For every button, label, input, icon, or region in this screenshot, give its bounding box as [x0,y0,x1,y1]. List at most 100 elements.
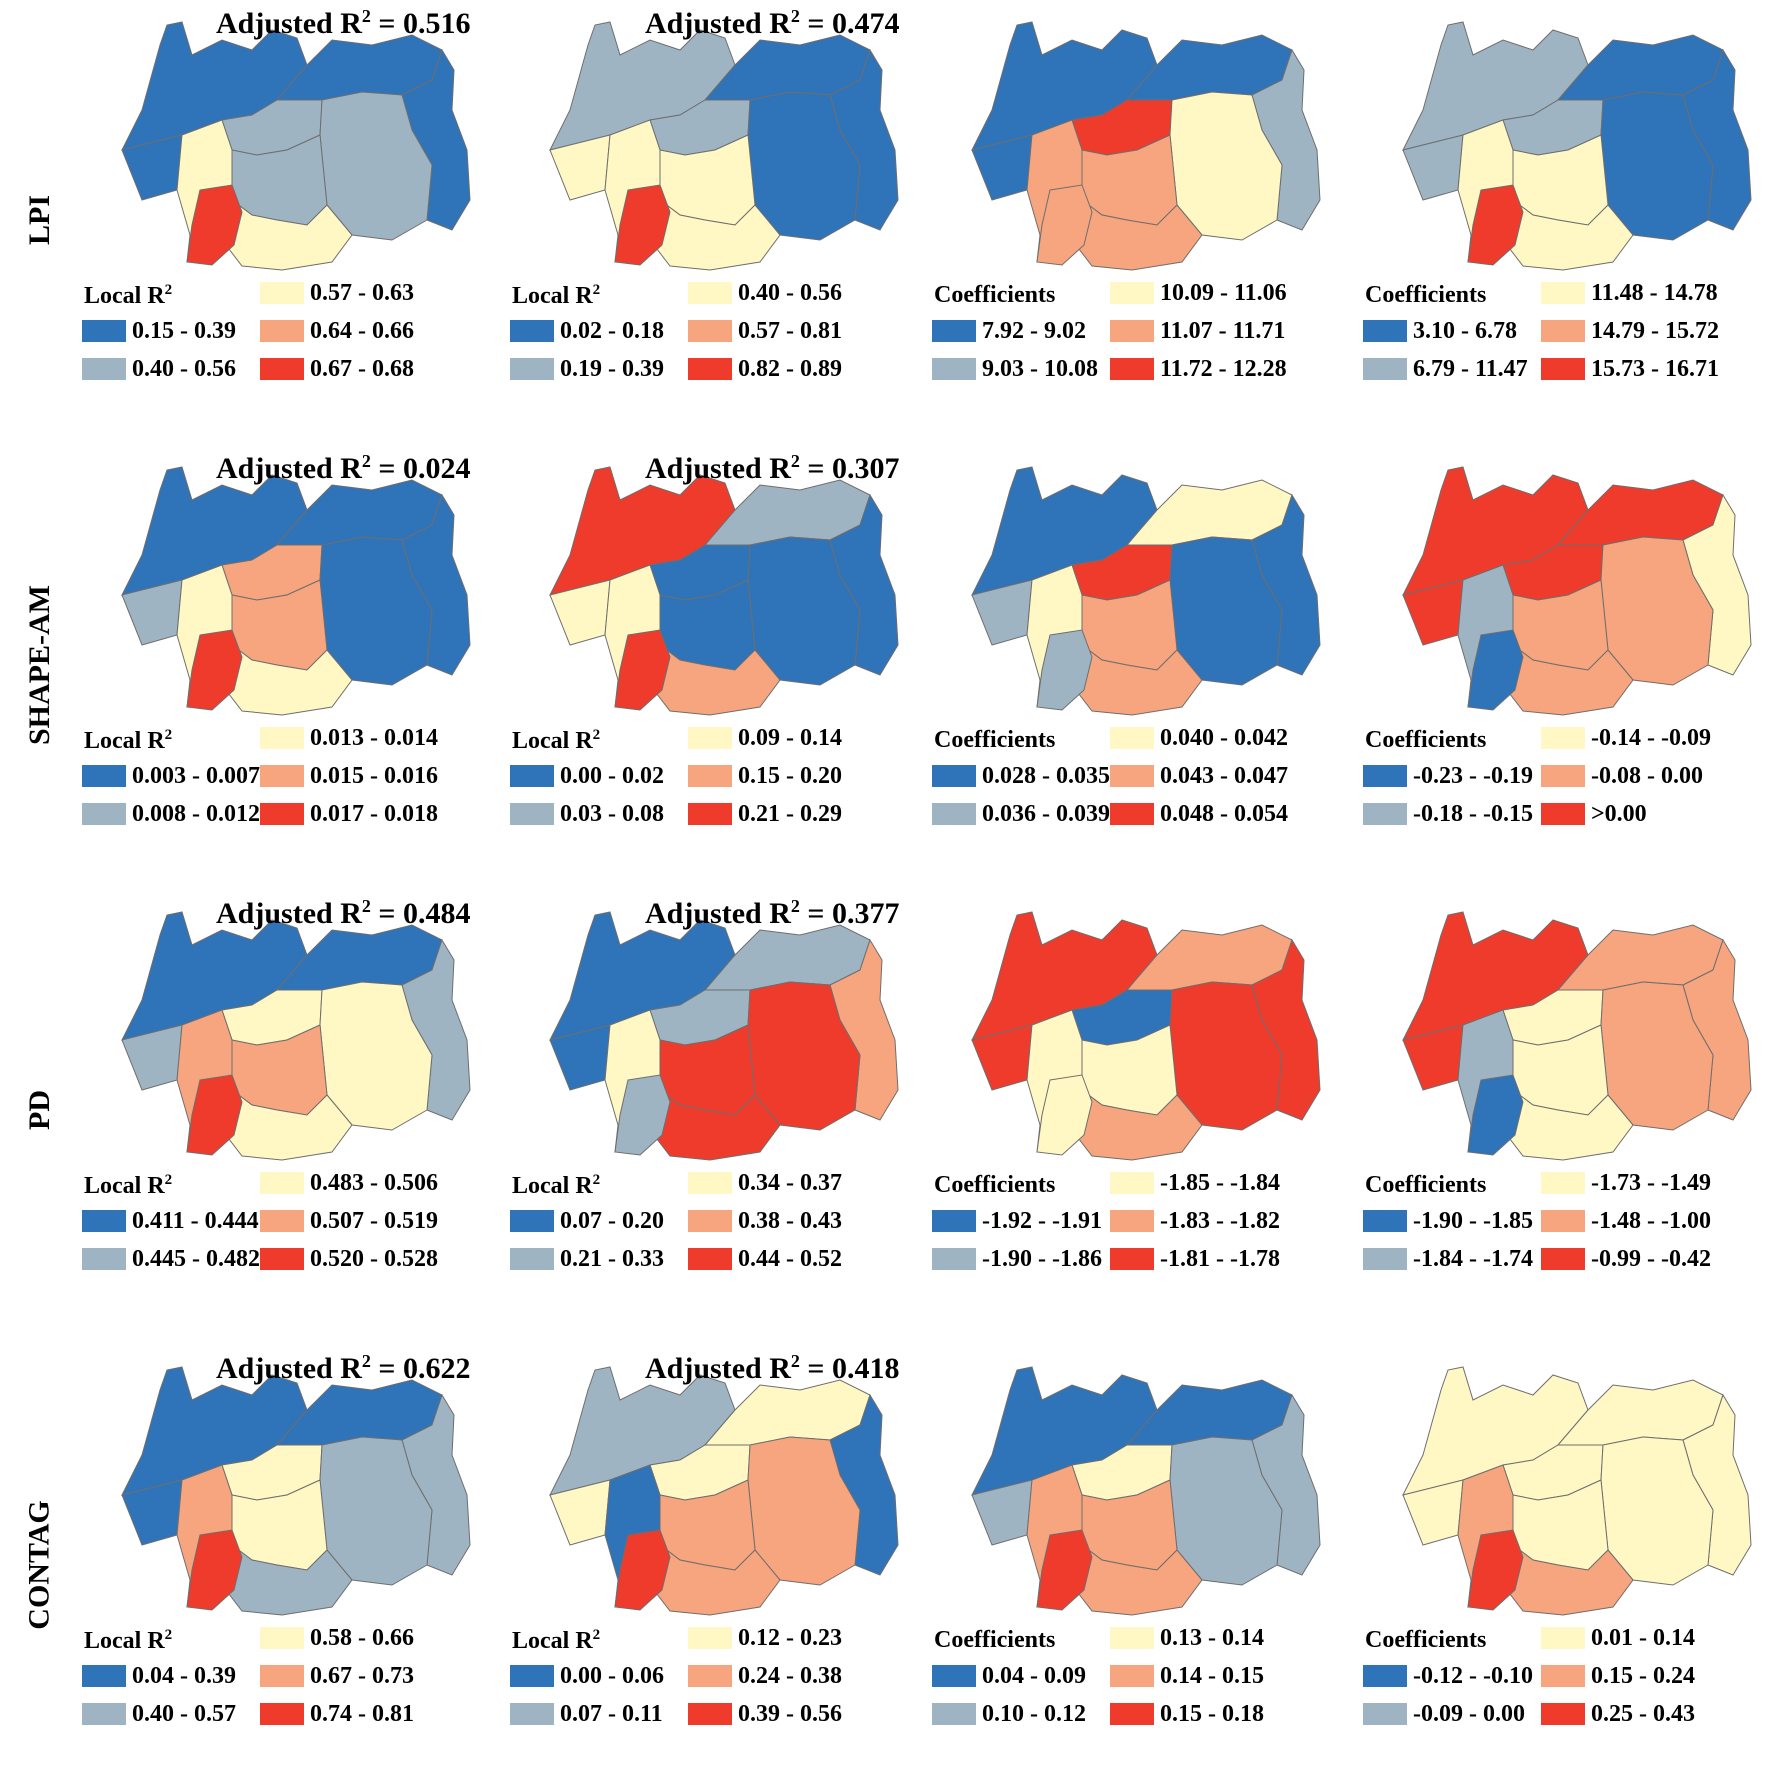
choropleth-map [971,1366,1321,1616]
legend-swatch [1363,803,1407,825]
legend-swatch [260,320,304,342]
row-label: PD [23,1090,56,1130]
legend-item: 11.48 - 14.78 [1541,278,1718,308]
legend-item: 0.036 - 0.039 [932,799,1110,829]
legend-swatch [688,803,732,825]
map-region-s [1071,1544,1203,1616]
legend-swatch [1541,1627,1585,1649]
legend-swatch [510,358,554,380]
map-legend: Local R2 0.00 - 0.06 0.07 - 0.11 0.12 - 0.2… [510,1625,940,1757]
legend-swatch [1363,1210,1407,1232]
map-region-core [186,629,243,711]
map-region-far [401,1393,471,1576]
legend-item: 0.13 - 0.14 [1110,1623,1264,1653]
map-region-far [1682,938,1752,1121]
legend-swatch [688,765,732,787]
map-region-s [1071,1089,1203,1161]
legend-swatch [688,727,732,749]
map-region-far [1682,493,1752,676]
legend-swatch [1541,1703,1585,1725]
legend-swatch [260,803,304,825]
legend-item: -0.09 - 0.00 [1363,1699,1525,1729]
legend-swatch [82,358,126,380]
legend-title: Coefficients [1365,282,1487,308]
legend-swatch [1541,727,1585,749]
legend-swatch [1110,803,1154,825]
legend-swatch [932,1248,976,1270]
legend-swatch [510,1665,554,1687]
map-panel: Coefficients -0.12 - -0.10 -0.09 - 0.00 0.0… [1363,1345,1785,1785]
adjusted-r2-label: Adjusted R2 = 0.622 [216,1351,471,1385]
map-legend: Local R2 0.411 - 0.444 0.445 - 0.482 0.483 … [82,1170,512,1302]
legend-swatch [510,1703,554,1725]
row-label: SHAPE-AM [23,585,56,745]
legend-swatch [82,1665,126,1687]
legend-swatch [260,1665,304,1687]
legend-item: 0.017 - 0.018 [260,799,438,829]
map-region-s [221,644,353,716]
map-region-far [1251,1393,1321,1576]
legend-swatch [1110,1172,1154,1194]
map-region-core [186,184,243,266]
legend-swatch [1110,727,1154,749]
legend-swatch [260,727,304,749]
map-legend: Local R2 0.04 - 0.39 0.40 - 0.57 0.58 - 0.6… [82,1625,512,1757]
legend-item: 0.15 - 0.18 [1110,1699,1264,1729]
legend-item: 0.040 - 0.042 [1110,723,1288,753]
map-panel: Adjusted R2 = 0.484 Local R2 0.411 - 0.444… [82,890,512,1330]
map-region-core [1036,629,1093,711]
legend-item: 0.21 - 0.33 [510,1244,664,1274]
map-panel: Adjusted R2 = 0.622 Local R2 0.04 - 0.39 0.… [82,1345,512,1785]
legend-item: 0.21 - 0.29 [688,799,842,829]
legend-item: -1.48 - -1.00 [1541,1206,1711,1236]
map-region-s [649,1544,781,1616]
legend-item: 6.79 - 11.47 [1363,354,1528,384]
map-panel: Coefficients 3.10 - 6.78 6.79 - 11.47 11.48… [1363,0,1785,440]
choropleth-map [121,21,471,271]
map-region-far [1251,493,1321,676]
legend-item: 0.520 - 0.528 [260,1244,438,1274]
choropleth-map [1402,911,1752,1161]
legend-swatch [1110,320,1154,342]
legend-item: 0.57 - 0.63 [260,278,414,308]
legend-item: 0.40 - 0.56 [688,278,842,308]
map-legend: Local R2 0.02 - 0.18 0.19 - 0.39 0.40 - 0.5… [510,280,940,412]
legend-item: 0.03 - 0.08 [510,799,664,829]
legend-swatch [260,282,304,304]
legend-title: Coefficients [934,727,1056,753]
legend-item: -1.83 - -1.82 [1110,1206,1280,1236]
legend-title: Local R2 [84,1172,173,1199]
choropleth-map [549,466,899,716]
choropleth-map [1402,1366,1752,1616]
legend-swatch [510,765,554,787]
legend-item: 14.79 - 15.72 [1541,316,1719,346]
legend-swatch [1541,358,1585,380]
legend-swatch [1541,765,1585,787]
map-region-core [1036,184,1093,266]
map-region-core [1467,629,1524,711]
map-panel: Coefficients -0.23 - -0.19 -0.18 - -0.15 -0… [1363,445,1785,885]
choropleth-map [1402,466,1752,716]
map-region-s [1502,199,1634,271]
map-region-far [401,493,471,676]
legend-item: -1.81 - -1.78 [1110,1244,1280,1274]
map-region-core [614,1074,671,1156]
legend-item: 0.013 - 0.014 [260,723,438,753]
legend-swatch [1110,282,1154,304]
legend-item: 11.72 - 12.28 [1110,354,1287,384]
legend-title: Coefficients [1365,1627,1487,1653]
legend-swatch [82,1210,126,1232]
legend-swatch [688,1210,732,1232]
adjusted-r2-label: Adjusted R2 = 0.377 [645,896,900,930]
choropleth-map [971,21,1321,271]
legend-swatch [1363,1248,1407,1270]
map-region-s [649,1089,781,1161]
legend-item: -0.14 - -0.09 [1541,723,1711,753]
legend-item: 0.34 - 0.37 [688,1168,842,1198]
legend-swatch [1541,803,1585,825]
legend-item: 0.40 - 0.56 [82,354,236,384]
legend-item: 0.008 - 0.012 [82,799,260,829]
choropleth-map [1402,21,1752,271]
adjusted-r2-label: Adjusted R2 = 0.307 [645,451,900,485]
map-panel: Adjusted R2 = 0.377 Local R2 0.07 - 0.20 0.… [510,890,940,1330]
